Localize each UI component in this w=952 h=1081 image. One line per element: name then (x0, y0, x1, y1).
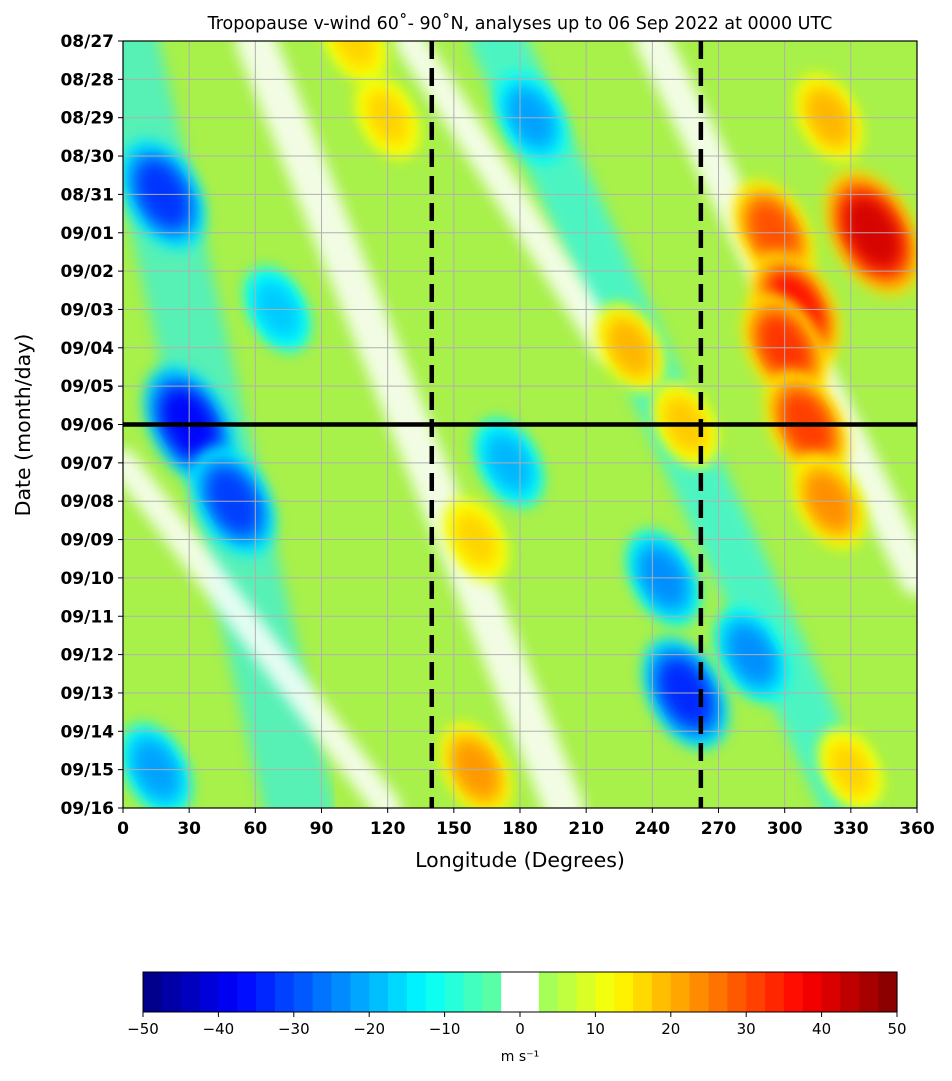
y-tick-label: 08/28 (60, 70, 114, 90)
colorbar-segment (180, 972, 201, 1012)
y-tick-label: 09/03 (60, 300, 114, 320)
y-tick-label: 08/27 (60, 32, 114, 52)
colorbar-segment (388, 972, 408, 1012)
colorbar-segment (557, 972, 578, 1012)
x-axis-label: Longitude (Degrees) (415, 848, 625, 872)
x-tick-label: 30 (177, 819, 201, 839)
colorbar-tick-label: −30 (278, 1020, 310, 1038)
y-tick-label: 08/29 (60, 109, 114, 129)
y-tick-label: 09/11 (60, 607, 114, 627)
y-axis-label: Date (month/day) (11, 334, 35, 517)
x-tick-label: 150 (436, 819, 472, 839)
colorbar-segment (538, 972, 559, 1012)
colorbar-segment (369, 972, 389, 1012)
reference-lines (123, 41, 917, 808)
x-tick-label: 210 (568, 819, 604, 839)
colorbar-tick-label: −20 (353, 1020, 385, 1038)
y-tick-label: 09/08 (60, 492, 114, 512)
wind-feature (322, 41, 387, 84)
colorbar-segment (274, 972, 295, 1012)
y-tick-label: 08/31 (60, 185, 114, 205)
colorbar-segment (708, 972, 728, 1012)
colorbar-segment (821, 972, 842, 1012)
y-tick-label: 09/05 (60, 377, 114, 397)
colorbar-segment (406, 972, 427, 1012)
colorbar-segment (199, 972, 219, 1012)
colorbar-segment (595, 972, 615, 1012)
colorbar-segment (350, 972, 370, 1012)
x-tick-label: 90 (310, 819, 334, 839)
x-tick-label: 330 (833, 819, 869, 839)
colorbar-segment (651, 972, 672, 1012)
x-tick-label: 0 (117, 819, 129, 839)
colorbar-segment (161, 972, 182, 1012)
colorbar-segment (520, 972, 540, 1012)
y-tick-label: 09/10 (60, 569, 114, 589)
colorbar-segment (614, 972, 634, 1012)
colorbar-segment (746, 972, 766, 1012)
colorbar-tick-label: −50 (127, 1020, 159, 1038)
colorbar-segment (840, 972, 860, 1012)
colorbar-segment (331, 972, 351, 1012)
colorbar-segment (501, 972, 521, 1012)
colorbar-tick-label: 50 (887, 1020, 906, 1038)
x-tick-label: 120 (370, 819, 406, 839)
colorbar-segment (727, 972, 747, 1012)
x-tick-label: 180 (502, 819, 538, 839)
y-tick-label: 09/14 (60, 722, 114, 742)
x-tick-label: 300 (767, 819, 803, 839)
colorbar-label: m s⁻¹ (501, 1049, 539, 1065)
colorbar-segment (576, 972, 596, 1012)
y-tick-label: 09/06 (60, 416, 114, 436)
colorbar-segment (765, 972, 785, 1012)
wind-feature (794, 73, 863, 163)
colorbar-segment (689, 972, 710, 1012)
colorbar-tick-label: −40 (203, 1020, 235, 1038)
colorbar-segment (670, 972, 691, 1012)
x-tick-label: 270 (701, 819, 737, 839)
colorbar-segment (444, 972, 465, 1012)
colorbar-segment (237, 972, 257, 1012)
x-axis: 0 30 60 90 120 150 180 210 240 270 300 330 360 (117, 808, 935, 839)
y-tick-label: 09/12 (60, 646, 114, 666)
y-tick-label: 09/04 (60, 339, 114, 359)
y-tick-label: 09/13 (60, 684, 114, 704)
colorbar-tick-label: 0 (515, 1020, 525, 1038)
y-tick-label: 09/15 (60, 761, 114, 781)
y-tick-label: 08/30 (60, 147, 114, 167)
colorbar-segment (783, 972, 804, 1012)
y-axis: 08/27 08/28 08/29 08/30 08/31 09/01 09/02 09/03… (60, 32, 123, 819)
colorbar-segment (256, 972, 276, 1012)
colorbar-segment (482, 972, 502, 1012)
colorbar-segment (293, 972, 314, 1012)
x-tick-label: 60 (243, 819, 267, 839)
colorbar-segment (878, 972, 898, 1012)
colorbar-segment (859, 972, 879, 1012)
y-tick-label: 09/16 (60, 799, 114, 819)
colorbar: −50 −40 −30 −20 −10 0 10 20 30 40 50 (127, 971, 907, 1038)
colorbar-segment (463, 972, 483, 1012)
chart-title: Tropopause v-wind 60˚- 90˚N, analyses up… (207, 13, 833, 34)
colorbar-segment (633, 972, 653, 1012)
colorbar-segment (425, 972, 446, 1012)
colorbar-segment (218, 972, 238, 1012)
x-tick-label: 240 (635, 819, 671, 839)
y-tick-label: 09/09 (60, 531, 114, 551)
y-tick-label: 09/02 (60, 262, 114, 282)
colorbar-segment (802, 972, 823, 1012)
y-tick-label: 09/01 (60, 224, 114, 244)
colorbar-tick-label: 20 (661, 1020, 680, 1038)
colorbar-tick-label: 10 (586, 1020, 605, 1038)
colorbar-segment (143, 972, 163, 1012)
y-tick-label: 09/07 (60, 454, 114, 474)
colorbar-segment (312, 972, 333, 1012)
x-tick-label: 360 (899, 819, 935, 839)
colorbar-tick-label: 30 (737, 1020, 756, 1038)
colorbar-tick-label: 40 (812, 1020, 831, 1038)
colorbar-tick-label: −10 (429, 1020, 461, 1038)
